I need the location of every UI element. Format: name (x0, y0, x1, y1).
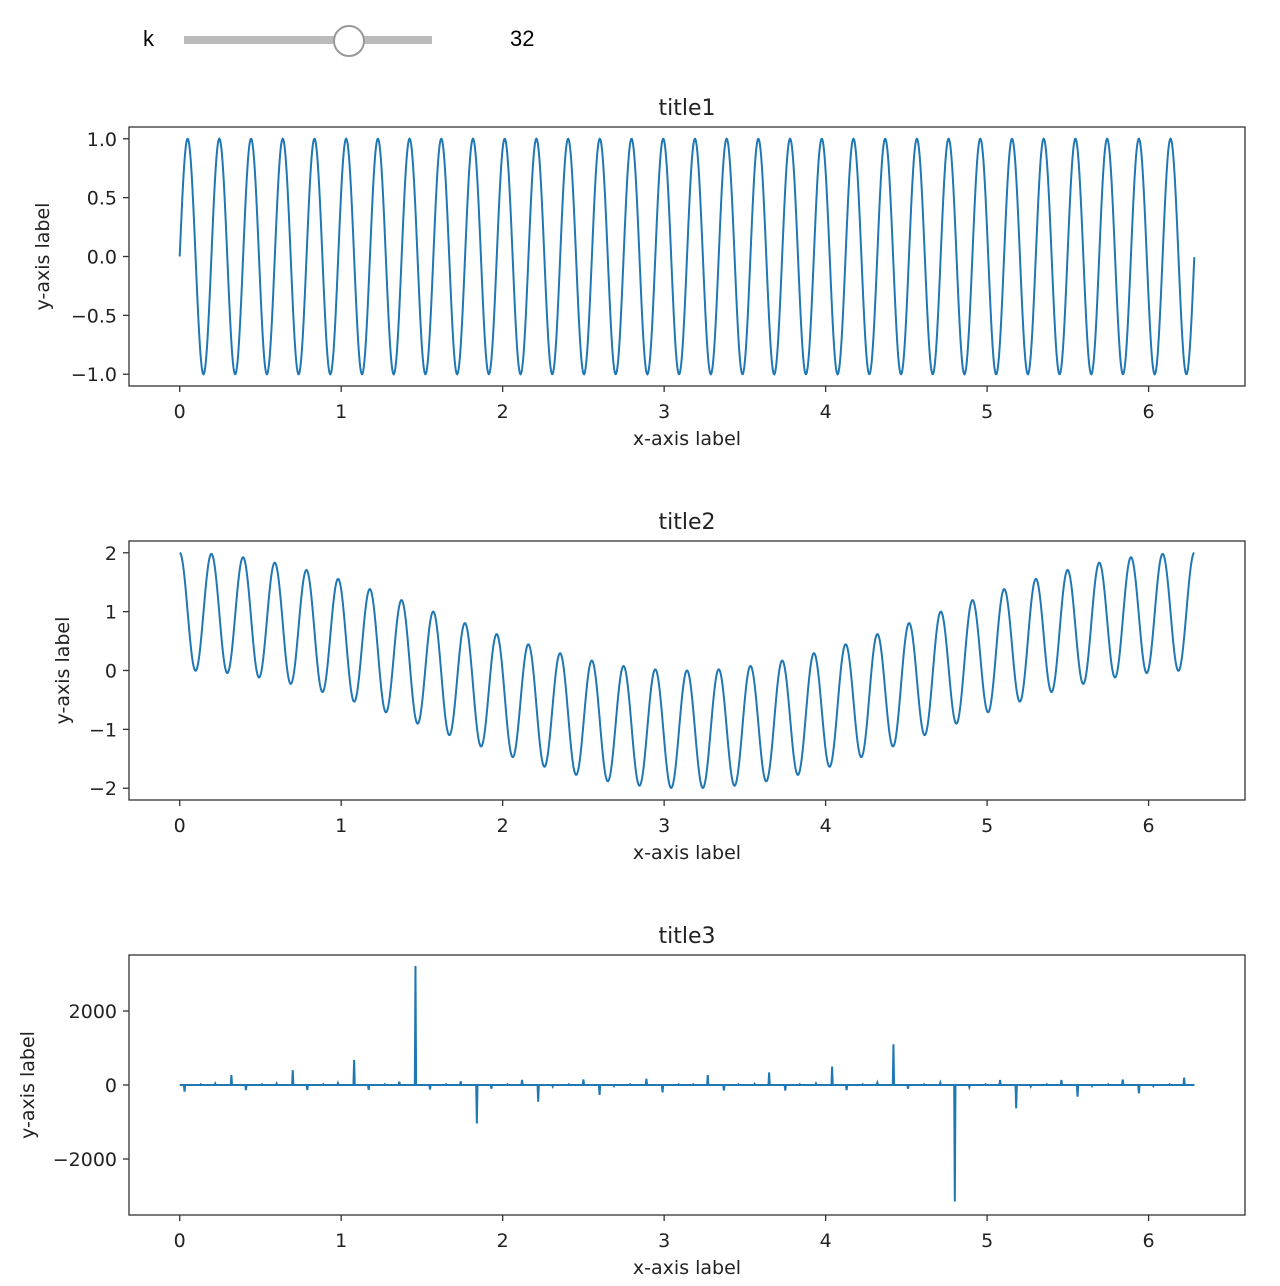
x-tick-label: 4 (820, 1230, 832, 1252)
slider-label: k (143, 26, 154, 51)
y-tick-label: −1.0 (71, 364, 117, 386)
series-line (179, 551, 1195, 790)
y-tick-label: 1.0 (87, 129, 117, 151)
x-tick-label: 2 (497, 1230, 509, 1252)
x-tick-label: 6 (1143, 1230, 1155, 1252)
y-tick-label: 0.5 (87, 188, 117, 210)
slider-value: 32 (510, 26, 535, 51)
x-tick-label: 6 (1143, 401, 1155, 423)
x-tick-label: 1 (335, 815, 347, 837)
x-tick-label: 0 (174, 815, 186, 837)
y-tick-label: −0.5 (71, 305, 117, 327)
x-tick-label: 5 (981, 401, 993, 423)
x-tick-label: 6 (1143, 815, 1155, 837)
x-tick-label: 4 (820, 401, 832, 423)
x-tick-label: 4 (820, 815, 832, 837)
chart-title: title1 (658, 96, 715, 121)
x-axis-label: x-axis label (633, 842, 741, 864)
x-axis-label: x-axis label (633, 1257, 741, 1279)
x-tick-label: 3 (658, 1230, 670, 1252)
y-tick-label: −1 (89, 719, 117, 741)
chart-3: 0 1 2 3 4 5 6 2000 0 −2000 title3 x-axis label y-axi… (17, 924, 1246, 1279)
y-tick-label: 2 (105, 543, 117, 565)
x-tick-label: 5 (981, 1230, 993, 1252)
x-tick-label: 5 (981, 815, 993, 837)
x-tick-label: 2 (497, 401, 509, 423)
chart-title: title3 (658, 924, 715, 949)
y-tick-label: 0 (105, 1075, 117, 1097)
y-tick-label: 1 (105, 602, 117, 624)
y-tick-label: 0 (105, 661, 117, 683)
k-slider-widget: k 32 (0, 0, 1280, 80)
slider-handle[interactable] (332, 25, 365, 57)
chart-1: 0 1 2 3 4 5 6 1.0 0.5 0.0 −0.5 −1.0 title1 x-axis lab… (32, 96, 1246, 450)
chart-title: title2 (658, 510, 715, 535)
series-line (178, 137, 1196, 376)
y-tick-label: −2000 (53, 1149, 117, 1171)
x-tick-label: 3 (658, 401, 670, 423)
x-tick-label: 3 (658, 815, 670, 837)
y-tick-label: −2 (89, 778, 117, 800)
x-tick-label: 0 (174, 401, 186, 423)
slider-track[interactable] (184, 36, 432, 44)
chart-2: 0 1 2 3 4 5 6 2 1 0 −1 −2 title2 x-axis label y-axis l… (52, 510, 1246, 864)
y-axis-label: y-axis label (52, 617, 74, 725)
series-line (179, 965, 1195, 1202)
y-axis-label: y-axis label (17, 1031, 39, 1139)
y-tick-label: 0.0 (87, 247, 117, 269)
y-tick-label: 2000 (69, 1001, 117, 1023)
x-tick-label: 1 (335, 1230, 347, 1252)
y-axis-label: y-axis label (32, 203, 54, 311)
x-tick-label: 1 (335, 401, 347, 423)
x-tick-label: 2 (497, 815, 509, 837)
x-tick-label: 0 (174, 1230, 186, 1252)
x-axis-label: x-axis label (633, 428, 741, 450)
